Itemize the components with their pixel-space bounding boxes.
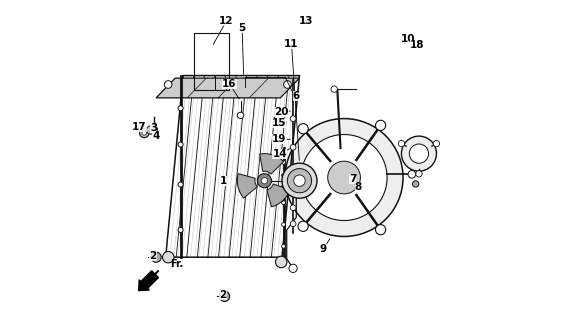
Circle shape — [282, 163, 317, 198]
Circle shape — [164, 81, 172, 88]
Circle shape — [219, 291, 230, 301]
Circle shape — [290, 176, 296, 182]
Circle shape — [258, 174, 272, 188]
Text: 10: 10 — [401, 34, 415, 44]
Circle shape — [178, 142, 183, 147]
Circle shape — [285, 119, 403, 236]
Circle shape — [328, 161, 360, 194]
Circle shape — [178, 106, 183, 111]
Circle shape — [294, 175, 305, 187]
Text: 12: 12 — [219, 16, 233, 27]
Text: 11: 11 — [285, 39, 298, 49]
Circle shape — [290, 116, 296, 122]
Text: 1: 1 — [219, 176, 227, 186]
Circle shape — [178, 182, 183, 187]
Text: 14: 14 — [272, 148, 287, 159]
Circle shape — [282, 201, 286, 204]
Text: 20: 20 — [274, 107, 289, 117]
Circle shape — [142, 131, 146, 135]
Circle shape — [151, 252, 161, 262]
Circle shape — [375, 225, 386, 235]
Circle shape — [409, 144, 429, 163]
Circle shape — [282, 184, 286, 188]
Circle shape — [331, 86, 338, 92]
Text: Fr.: Fr. — [170, 259, 184, 269]
Wedge shape — [237, 174, 257, 198]
Circle shape — [178, 228, 183, 233]
Circle shape — [139, 128, 149, 138]
Wedge shape — [259, 154, 283, 174]
Circle shape — [282, 160, 286, 164]
Circle shape — [416, 171, 422, 177]
Polygon shape — [156, 78, 300, 98]
Text: 2: 2 — [149, 251, 156, 260]
Text: 4: 4 — [152, 131, 160, 141]
Circle shape — [433, 140, 440, 147]
Circle shape — [402, 136, 437, 171]
Text: 15: 15 — [272, 118, 286, 128]
Circle shape — [282, 173, 286, 177]
Text: 7: 7 — [349, 174, 356, 184]
Text: 3: 3 — [150, 123, 157, 133]
Text: 18: 18 — [410, 40, 424, 50]
Circle shape — [282, 244, 286, 248]
Text: 16: 16 — [222, 78, 237, 89]
Text: 19: 19 — [272, 134, 287, 144]
Text: 17: 17 — [132, 122, 146, 132]
Text: 5: 5 — [238, 23, 246, 33]
Circle shape — [289, 264, 297, 272]
Circle shape — [413, 181, 419, 187]
Text: 6: 6 — [293, 91, 300, 101]
Circle shape — [290, 221, 296, 227]
Circle shape — [146, 126, 155, 134]
Text: 13: 13 — [298, 16, 313, 27]
Circle shape — [408, 171, 416, 178]
Circle shape — [398, 140, 405, 147]
Circle shape — [163, 252, 174, 263]
Text: 9: 9 — [320, 244, 327, 254]
Circle shape — [298, 124, 308, 134]
Circle shape — [287, 169, 311, 193]
Text: 8: 8 — [355, 182, 362, 192]
Circle shape — [152, 126, 157, 133]
Circle shape — [290, 144, 296, 150]
Circle shape — [301, 134, 387, 220]
Circle shape — [282, 223, 286, 226]
Circle shape — [237, 112, 244, 119]
Circle shape — [298, 221, 308, 231]
Wedge shape — [267, 184, 290, 207]
Text: 2: 2 — [219, 291, 227, 300]
Circle shape — [375, 120, 386, 131]
FancyArrow shape — [139, 271, 159, 291]
Circle shape — [261, 178, 268, 184]
Circle shape — [283, 81, 292, 88]
Circle shape — [290, 205, 296, 211]
Circle shape — [275, 256, 287, 268]
